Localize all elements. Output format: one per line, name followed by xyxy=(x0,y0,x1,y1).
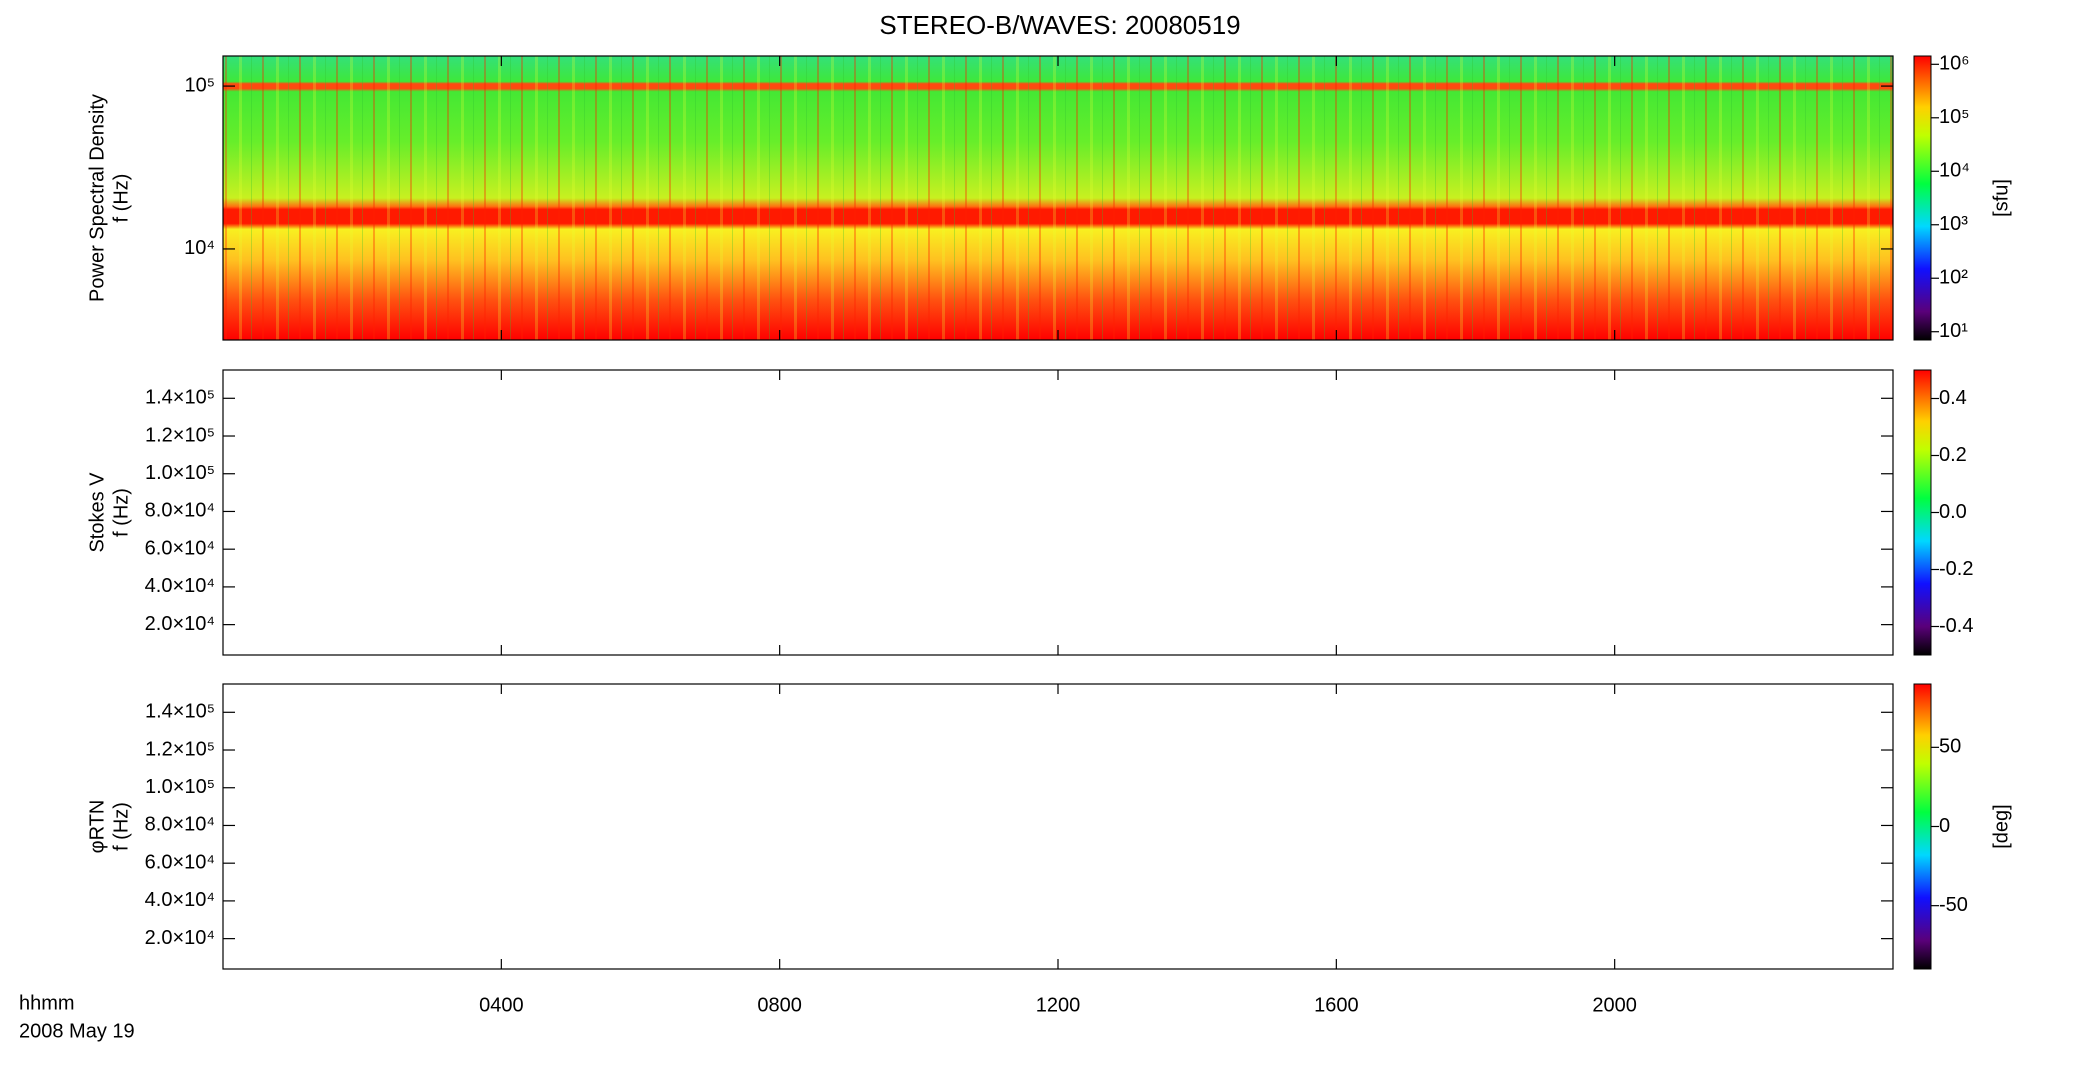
colorbar-tick-label: 50 xyxy=(1939,736,1961,758)
x-tick-label: 0400 xyxy=(479,994,524,1016)
colorbar-tick-label: 0 xyxy=(1939,815,1950,837)
plot-frame xyxy=(222,369,1894,656)
colorbar-tick-label: 0.0 xyxy=(1939,501,1967,523)
colorbar xyxy=(1913,55,1932,341)
spectrogram-texture xyxy=(223,56,1893,340)
y-axis-label: Stokes V xyxy=(86,472,108,553)
y-tick-label: 6.0×10⁴ xyxy=(145,851,215,873)
chart-title: STEREO-B/WAVES: 20080519 xyxy=(879,10,1240,40)
y-axis-label: Power Spectral Density xyxy=(86,94,108,302)
colorbar-tick-label: 0.2 xyxy=(1939,444,1967,466)
y-tick-label: 8.0×10⁴ xyxy=(145,500,215,522)
y-tick-label: 2.0×10⁴ xyxy=(145,927,215,949)
colorbar xyxy=(1913,369,1932,656)
x-tick-label: 1200 xyxy=(1036,994,1081,1016)
y-tick-label: 4.0×10⁴ xyxy=(145,575,215,597)
y-tick-label: 1.2×10⁵ xyxy=(145,424,215,446)
y-tick-label: 1.4×10⁵ xyxy=(145,387,215,409)
x-tick-label: 0800 xyxy=(757,994,802,1016)
colorbar xyxy=(1913,683,1932,970)
colorbar-label: [deg] xyxy=(1990,804,2012,848)
colorbar-tick-label: 10⁵ xyxy=(1939,106,1970,128)
y-tick-label: 8.0×10⁴ xyxy=(145,814,215,836)
colorbar-tick-label: 10⁴ xyxy=(1939,160,1970,182)
y-tick-label: 1.0×10⁵ xyxy=(145,462,215,484)
colorbar-tick-label: 10³ xyxy=(1939,213,1968,235)
x-axis-label: 2008 May 19 xyxy=(19,1020,135,1042)
y-tick-label: 1.0×10⁵ xyxy=(145,776,215,798)
colorbar-label: [sfu] xyxy=(1990,179,2012,217)
colorbar-tick-label: 10² xyxy=(1939,267,1968,289)
y-tick-label: 1.4×10⁵ xyxy=(145,701,215,723)
y-axis-label: φRTN xyxy=(86,800,108,854)
x-axis-label: hhmm xyxy=(19,992,75,1014)
colorbar-tick-label: -0.4 xyxy=(1939,615,1973,637)
plot-frame xyxy=(222,683,1894,970)
y-axis-label: f (Hz) xyxy=(110,802,132,851)
y-tick-label: 1.2×10⁵ xyxy=(145,738,215,760)
y-tick-label: 6.0×10⁴ xyxy=(145,537,215,559)
y-tick-label: 10⁴ xyxy=(184,237,215,259)
x-tick-label: 2000 xyxy=(1592,994,1637,1016)
y-axis-label: f (Hz) xyxy=(110,488,132,537)
colorbar-tick-label: 0.4 xyxy=(1939,387,1967,409)
colorbar-tick-label: 10⁶ xyxy=(1939,53,1969,75)
y-axis-label: f (Hz) xyxy=(110,174,132,223)
colorbar-tick-label: -50 xyxy=(1939,894,1968,916)
colorbar-tick-label: -0.2 xyxy=(1939,558,1973,580)
y-tick-label: 4.0×10⁴ xyxy=(145,889,215,911)
y-tick-label: 2.0×10⁴ xyxy=(145,613,215,635)
colorbar-tick-label: 10¹ xyxy=(1939,320,1968,342)
x-tick-label: 1600 xyxy=(1314,994,1359,1016)
y-tick-label: 10⁵ xyxy=(184,74,215,96)
